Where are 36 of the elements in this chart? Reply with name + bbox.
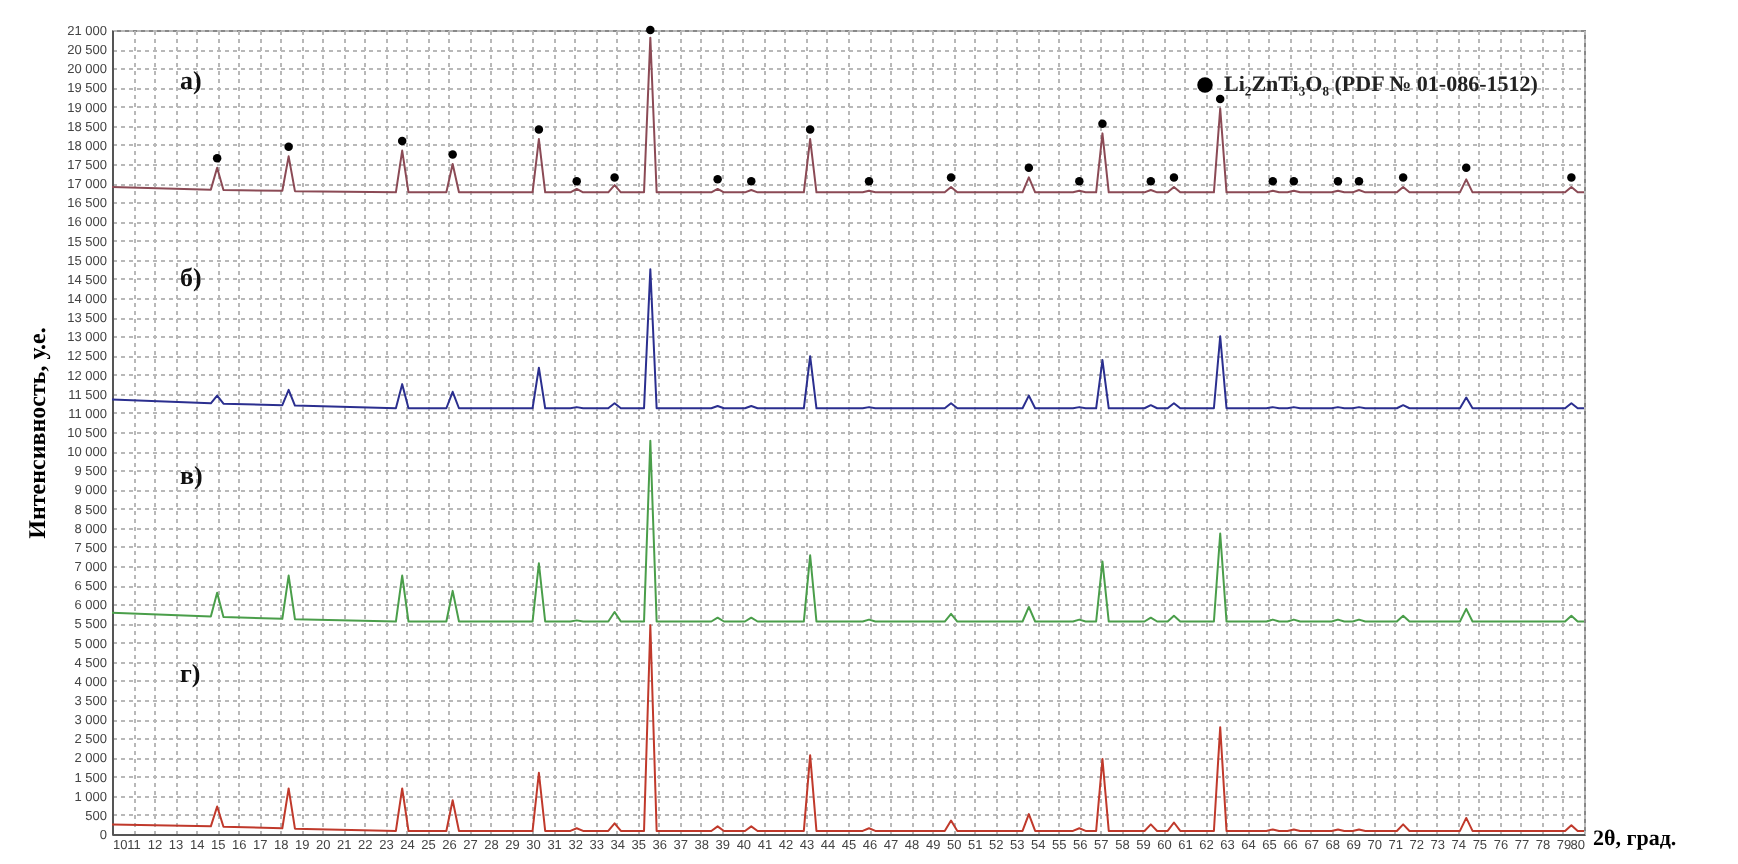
y-axis-title: Интенсивность, у.е.	[23, 327, 52, 539]
point	[1075, 176, 1084, 186]
point	[805, 125, 815, 134]
point	[1333, 176, 1343, 186]
point	[1215, 94, 1225, 104]
point	[1354, 176, 1364, 186]
point	[397, 136, 407, 146]
point	[747, 176, 756, 186]
annotation: в)	[180, 460, 203, 491]
annotation: г)	[180, 658, 201, 688]
point	[646, 25, 655, 35]
annotation: а)	[180, 64, 202, 95]
point	[713, 175, 722, 184]
point	[212, 154, 222, 163]
line-series	[112, 439, 1584, 623]
point	[534, 125, 544, 134]
point	[1398, 173, 1408, 182]
point	[572, 176, 581, 186]
line-series	[112, 268, 1584, 410]
point	[1098, 119, 1107, 129]
point	[1146, 176, 1156, 186]
point	[864, 176, 874, 186]
point	[284, 142, 293, 152]
legend-label: Li₂ZnTi₃O₈ (PDF № 01-086-1512)	[1224, 73, 1539, 97]
point	[1289, 176, 1299, 186]
line-series	[112, 36, 1584, 194]
point	[1462, 163, 1471, 173]
annotation: б)	[180, 262, 202, 293]
point	[610, 173, 619, 182]
point	[946, 173, 956, 182]
point	[1567, 173, 1576, 182]
point	[448, 150, 457, 159]
point	[1024, 163, 1034, 173]
x-axis-title: 2θ, град.	[1593, 827, 1677, 851]
point	[1169, 173, 1179, 182]
point	[1268, 176, 1278, 186]
